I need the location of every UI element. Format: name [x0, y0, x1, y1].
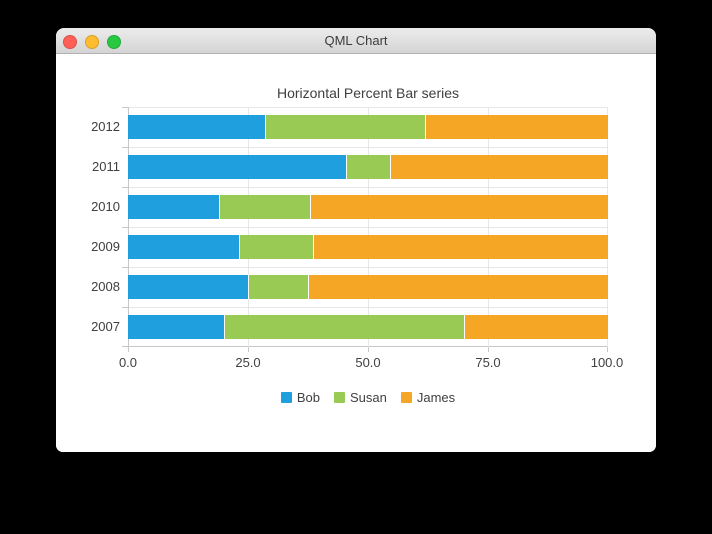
chart-title: Horizontal Percent Bar series	[276, 85, 460, 101]
y-axis-category-label: 2008	[91, 279, 120, 294]
bar-segment-james-2009	[312, 235, 608, 259]
bar-segment-james-2008	[308, 275, 608, 299]
x-axis-tick-label: 100.0	[590, 355, 624, 370]
y-axis-tick	[122, 187, 128, 188]
bar-segment-bob-2011	[128, 155, 347, 179]
x-axis-tick	[248, 347, 249, 352]
legend-marker-susan	[333, 391, 345, 403]
bar-row-2012	[128, 115, 608, 139]
y-axis-category-label: 2007	[91, 319, 120, 334]
y-axis-labels: 2012 2011 2010 2009 2008 2007	[56, 107, 120, 347]
minimize-button[interactable]	[85, 35, 99, 49]
bar-segment-susan-2010	[219, 195, 311, 219]
bar-segment-susan-2012	[265, 115, 426, 139]
window-titlebar[interactable]: QML Chart	[56, 28, 656, 54]
legend-marker-bob	[280, 391, 292, 403]
x-axis-tick	[368, 347, 369, 352]
bar-row-2010	[128, 195, 608, 219]
legend-item-bob: Bob	[280, 389, 320, 405]
x-axis-labels: 0.0 25.0 50.0 75.0 100.0	[56, 355, 656, 371]
bar-row-2011	[128, 155, 608, 179]
window-title: QML Chart	[324, 33, 388, 48]
qml-chart-window: QML Chart Horizontal Percent Bar series …	[56, 28, 656, 452]
bar-segment-james-2010	[310, 195, 608, 219]
y-axis-tick	[122, 147, 128, 148]
legend-item-james: James	[400, 389, 456, 405]
y-axis-category-label: 2010	[91, 199, 120, 214]
y-axis-tick	[122, 107, 128, 108]
x-axis-tick	[607, 347, 608, 352]
chart-view: Horizontal Percent Bar series 2012 2011 20…	[56, 54, 656, 452]
bar-segment-bob-2007	[128, 315, 224, 339]
zoom-button[interactable]	[107, 35, 121, 49]
legend-label: Bob	[296, 389, 320, 405]
legend-label: Susan	[349, 389, 387, 405]
x-axis-tick-label: 0.0	[118, 355, 138, 370]
legend-label: James	[416, 389, 456, 405]
legend: Bob Susan James	[128, 389, 608, 405]
y-axis-tick	[122, 346, 128, 347]
bar-segment-susan-2007	[224, 315, 464, 339]
vertical-gridline	[607, 107, 608, 347]
y-axis-tick	[122, 307, 128, 308]
y-axis-tick	[122, 267, 128, 268]
vertical-gridline	[368, 107, 369, 347]
vertical-gridline	[248, 107, 249, 347]
close-button[interactable]	[63, 35, 77, 49]
y-axis-category-label: 2012	[91, 119, 120, 134]
bar-segment-bob-2010	[128, 195, 220, 219]
bar-row-2007	[128, 315, 608, 339]
legend-item-susan: Susan	[333, 389, 387, 405]
y-axis-tick	[122, 227, 128, 228]
bar-segment-susan-2011	[346, 155, 391, 179]
bar-row-2008	[128, 275, 608, 299]
bar-segment-susan-2008	[248, 275, 308, 299]
plot-area	[122, 107, 608, 352]
bar-segment-james-2012	[425, 115, 608, 139]
bar-segment-james-2007	[464, 315, 608, 339]
y-axis-category-label: 2011	[92, 159, 120, 174]
bar-segment-bob-2012	[128, 115, 266, 139]
y-axis-category-label: 2009	[91, 239, 120, 254]
x-axis-tick-label: 50.0	[355, 355, 381, 370]
x-axis-tick	[488, 347, 489, 352]
bar-segment-james-2011	[390, 155, 608, 179]
bar-segment-bob-2008	[128, 275, 248, 299]
x-axis-tick-label: 75.0	[475, 355, 501, 370]
legend-marker-james	[400, 391, 412, 403]
bar-segment-bob-2009	[128, 235, 239, 259]
vertical-gridline	[488, 107, 489, 347]
traffic-lights	[63, 35, 121, 49]
x-axis-tick	[128, 347, 129, 352]
x-axis-tick-label: 25.0	[235, 355, 261, 370]
bar-row-2009	[128, 235, 608, 259]
y-axis-line	[128, 107, 129, 347]
bar-segment-susan-2009	[238, 235, 313, 259]
